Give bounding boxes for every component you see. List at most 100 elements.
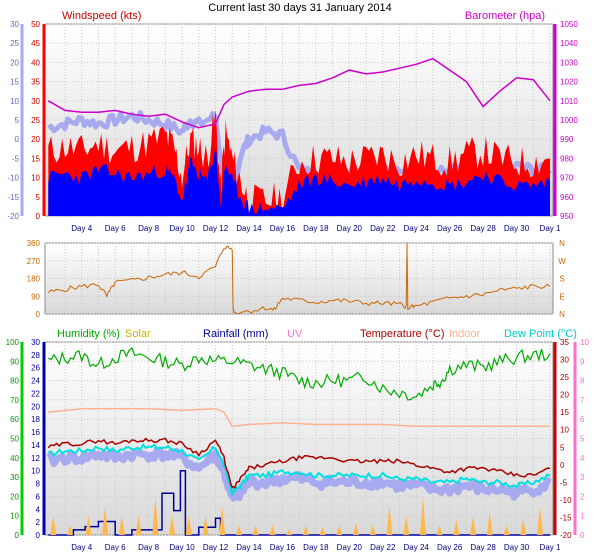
solar-spike: [135, 515, 142, 535]
x-tick-label: Day 22: [370, 224, 396, 233]
humidity-line: [48, 346, 551, 401]
direction-tick: 90: [31, 292, 40, 301]
humidity-tick: 60: [10, 415, 19, 424]
uv-tick: 8: [580, 377, 585, 386]
humidity-tick: 30: [10, 473, 19, 482]
solar-spike: [353, 523, 359, 535]
rainfall-tick: 0: [36, 531, 41, 540]
solar-spike: [453, 519, 460, 535]
barometer-label: Barometer (hpa): [465, 10, 545, 22]
solar-spike: [436, 525, 443, 535]
x-tick-label: Day 14: [236, 543, 262, 552]
humidity-tick: 50: [10, 435, 19, 444]
humidity-tick: 40: [10, 454, 19, 463]
grid: [45, 242, 553, 315]
wind-average-tick: 15: [10, 78, 19, 87]
solar-spike: [185, 515, 192, 535]
temperature-tick: -20: [560, 531, 572, 540]
rainfall-tick: 8: [36, 480, 41, 489]
barometer-tick: 1000: [560, 116, 578, 125]
barometer-line: [47, 57, 551, 129]
temperature-tick: 30: [560, 356, 569, 365]
solar-spike: [369, 525, 376, 535]
solar-spike: [536, 506, 543, 535]
x-tick-label: Day 22: [370, 543, 396, 552]
x-tick-label: Day 16: [270, 224, 296, 233]
windspeed-tick: 5: [36, 193, 41, 202]
uv-tick: 5: [580, 435, 585, 444]
humidity-tick: 90: [10, 357, 19, 366]
solar-spike: [85, 515, 92, 535]
x-tick-label: Day 14: [236, 224, 262, 233]
solar-spike: [302, 525, 309, 535]
solar-spike: [252, 525, 259, 535]
solar-spike: [102, 506, 109, 535]
windspeed-tick: 45: [31, 39, 40, 48]
solar-spike: [269, 525, 276, 535]
wind-average-tick: 10: [10, 97, 19, 106]
temperature-tick: 15: [560, 408, 569, 417]
compass-tick: E: [559, 292, 564, 301]
direction-tick: 270: [27, 257, 41, 266]
compass-tick: W: [558, 257, 566, 266]
temperature-line: [47, 437, 551, 489]
barometer-tick: 1040: [560, 39, 578, 48]
barometer-tick: 970: [560, 174, 574, 183]
wind-barometer-panel: Windspeed (kts) Barometer (hpa) 30 25 20 15…: [7, 10, 578, 233]
x-tick-label: Day 30: [504, 543, 530, 552]
wind-average-tick: -15: [7, 193, 19, 202]
uv-tick: 2: [580, 492, 585, 501]
axes: 1009080706050403020100302826242220181614…: [6, 338, 590, 552]
uv-tick: 7: [580, 396, 585, 405]
solar-label: Solar: [125, 328, 151, 340]
wind-average-tick: 5: [15, 116, 20, 125]
barometer-tick: 1050: [560, 20, 578, 29]
uv-tick: 9: [580, 357, 585, 366]
uv-tick: 0: [580, 531, 585, 540]
uv-tick: 4: [580, 454, 585, 463]
solar-spike: [286, 529, 293, 535]
uv-tick: 10: [580, 338, 589, 347]
dewpoint-line: [48, 442, 551, 496]
axes: 302520151050-5-10-15-2050454035302520151…: [7, 20, 578, 233]
temperature-range-band: [46, 446, 552, 502]
rainfall-tick: 18: [31, 415, 40, 424]
x-tick-label: Day 18: [303, 543, 329, 552]
windspeed-label: Windspeed (kts): [62, 10, 141, 22]
x-tick-label: Day 28: [470, 224, 496, 233]
rainfall-tick: 10: [31, 467, 40, 476]
solar-spike: [486, 511, 493, 535]
x-tick-label: Day 4: [71, 224, 92, 233]
temperature-tick: -10: [560, 496, 572, 505]
temperature-label: Temperature (°C): [360, 328, 444, 340]
barometer-tick: 1020: [560, 78, 578, 87]
wind-average-tick: 25: [10, 39, 19, 48]
rainfall-tick: 28: [31, 351, 40, 360]
barometer-tick: 1010: [560, 97, 578, 106]
temperature-tick: 0: [560, 461, 565, 470]
x-tick-label: Day 6: [105, 224, 126, 233]
humidity-tick: 10: [10, 512, 19, 521]
wind-average-tick: 0: [15, 135, 20, 144]
x-tick-label: Day 10: [169, 543, 195, 552]
rainfall-tick: 2: [36, 518, 41, 527]
average-wind-series: [47, 110, 553, 201]
solar-spike: [202, 515, 209, 535]
x-tick-label: Day 18: [303, 224, 329, 233]
x-tick-label: Day 28: [470, 543, 496, 552]
rainfall-tick: 12: [31, 454, 40, 463]
wind-average-tick: 20: [10, 58, 19, 67]
x-tick-label: Day 24: [404, 543, 430, 552]
solar-spike: [219, 506, 226, 535]
uv-tick: 6: [580, 415, 585, 424]
humidity-tick: 100: [6, 338, 20, 347]
solar-spike: [319, 527, 326, 535]
x-tick-label: Day 20: [337, 224, 363, 233]
x-tick-label: Day 6: [105, 543, 126, 552]
solar-spike: [336, 525, 343, 535]
temperature-tick: -15: [560, 513, 572, 522]
humidity-tick: 20: [10, 492, 19, 501]
windspeed-tick: 50: [31, 20, 40, 29]
humidity-tick: 80: [10, 377, 19, 386]
windspeed-tick: 35: [31, 78, 40, 87]
